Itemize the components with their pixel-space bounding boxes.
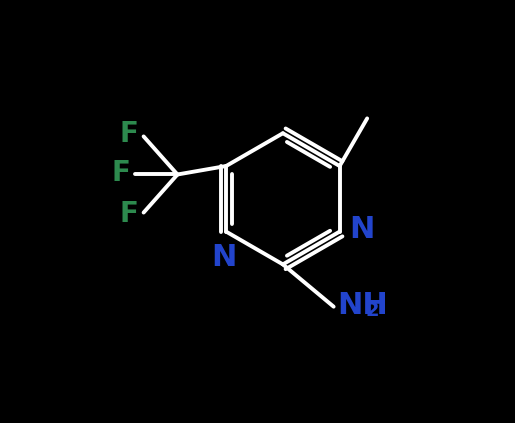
Text: N: N <box>211 244 237 272</box>
Text: NH: NH <box>337 291 388 320</box>
Text: 2: 2 <box>366 302 380 320</box>
Text: F: F <box>111 159 130 187</box>
Text: N: N <box>349 215 374 244</box>
Text: F: F <box>119 200 139 228</box>
Text: F: F <box>119 120 139 148</box>
